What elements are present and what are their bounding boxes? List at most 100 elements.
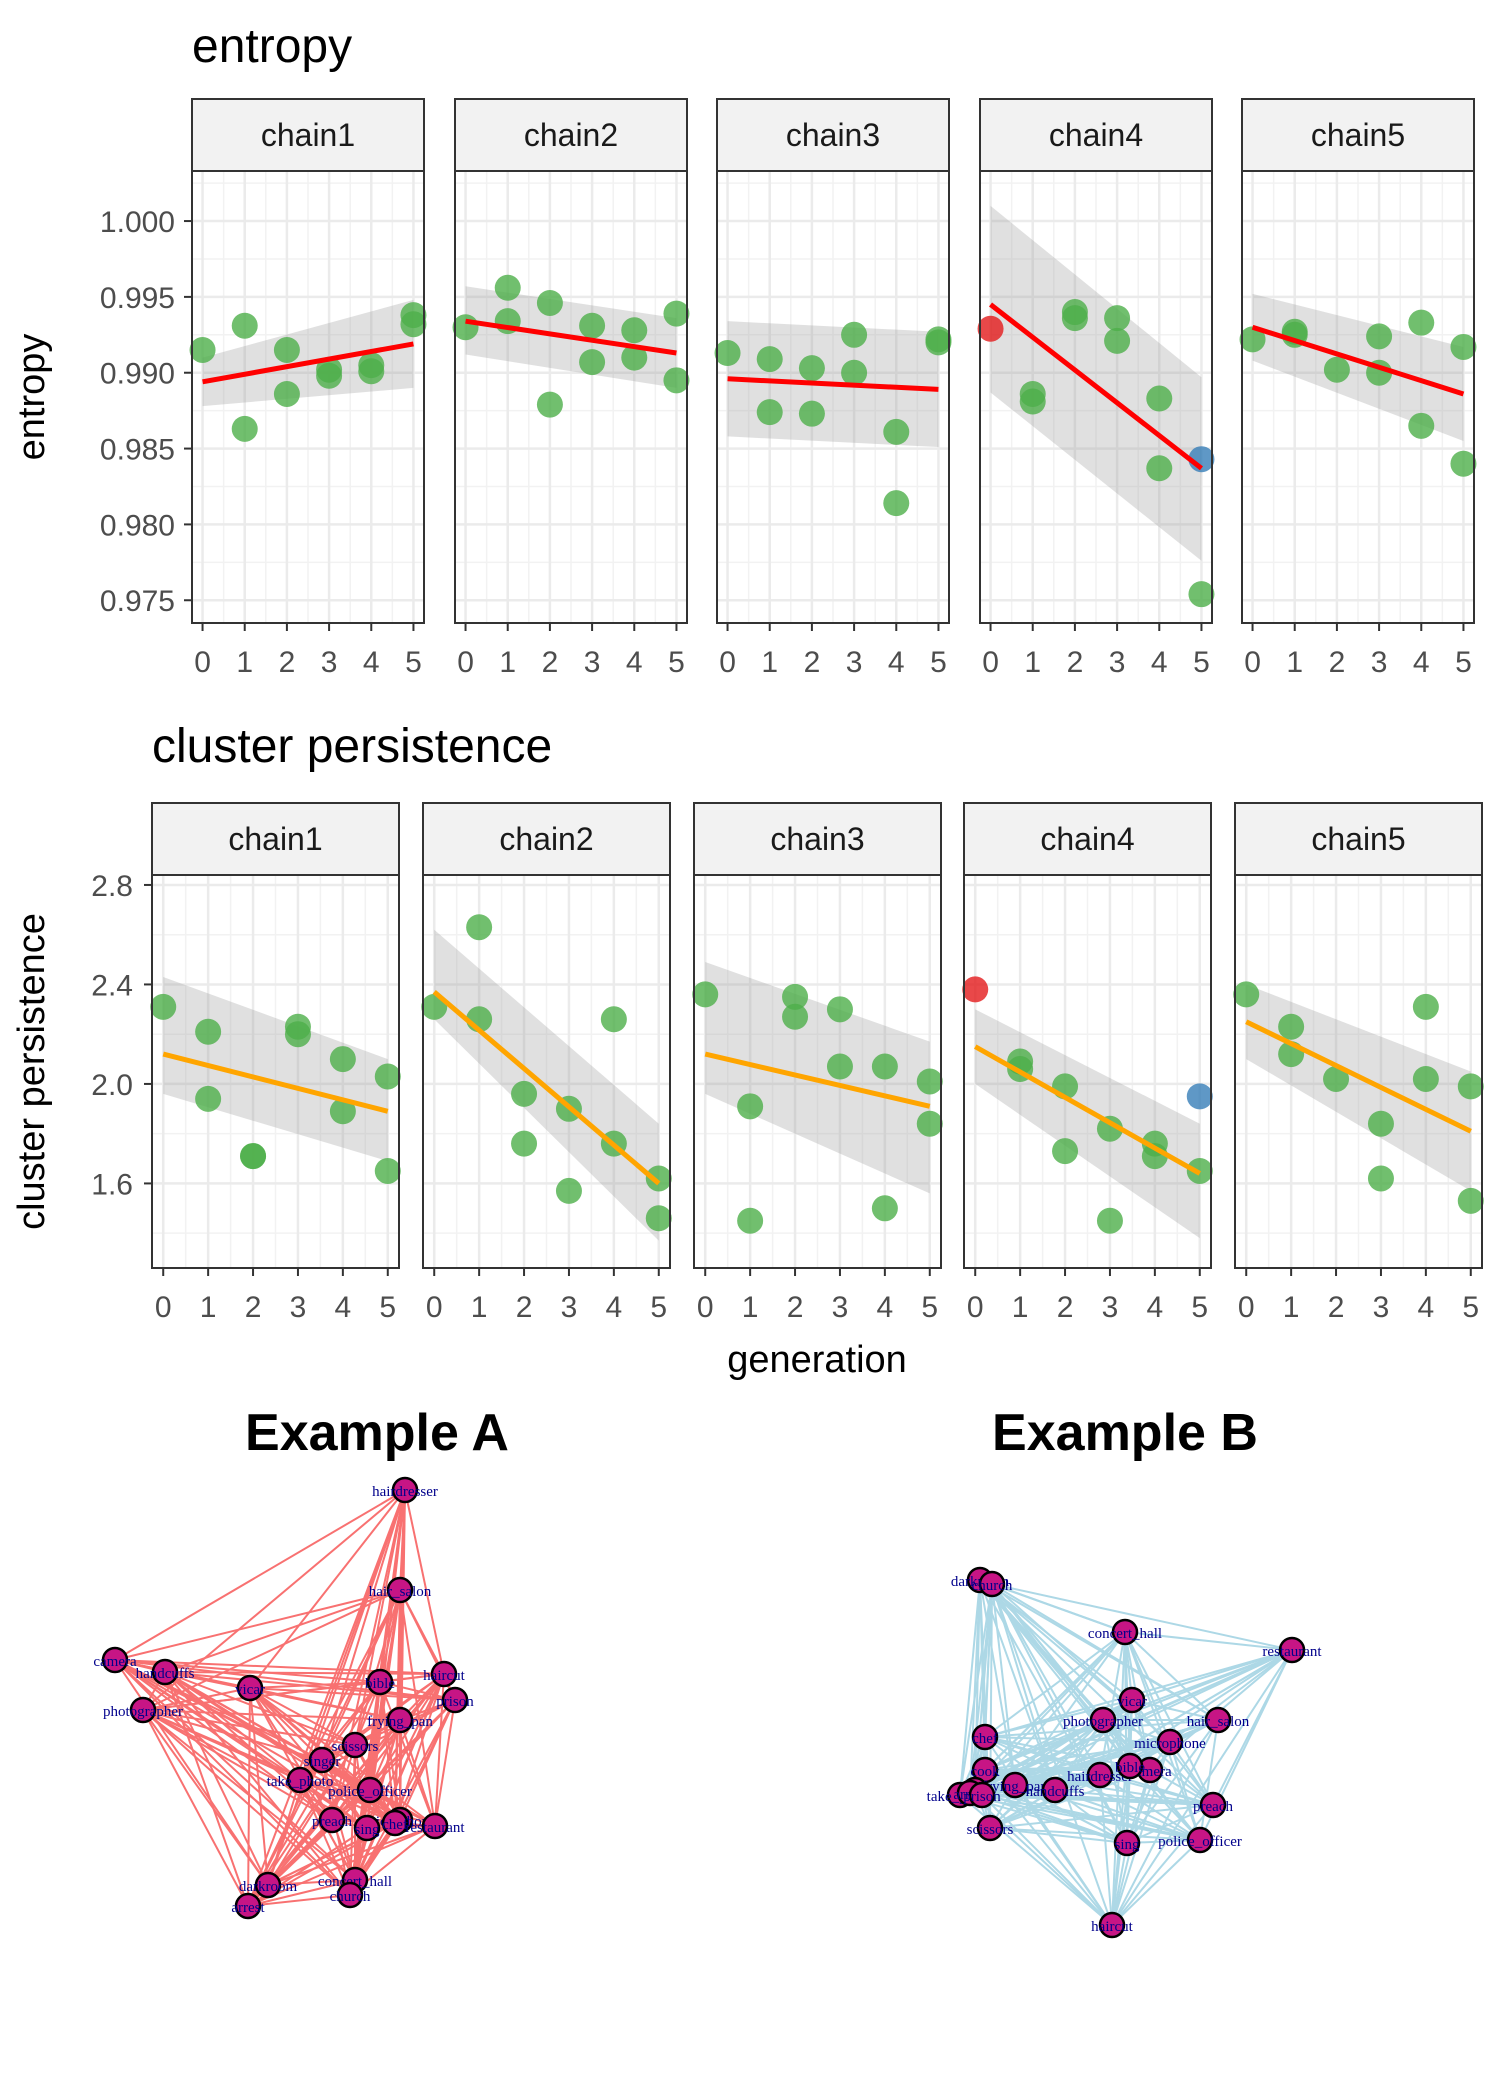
facet-panel-chain3: chain3 0 1 2 3 4 5 bbox=[714, 98, 952, 679]
network-edge bbox=[981, 1794, 1113, 1926]
network-node-label: sing bbox=[354, 1822, 380, 1838]
network-edge bbox=[164, 1671, 356, 1746]
data-point bbox=[231, 312, 258, 339]
network-node-label: darkroom bbox=[239, 1879, 298, 1895]
network-node bbox=[1118, 1686, 1146, 1714]
network-node-label: camera bbox=[93, 1654, 137, 1670]
network-edge bbox=[1131, 1699, 1219, 1721]
data-point bbox=[1366, 323, 1393, 350]
network-node-label: singer bbox=[304, 1754, 341, 1770]
network-edge bbox=[969, 1579, 981, 1794]
y-axis-label: entropy bbox=[11, 334, 53, 461]
data-point bbox=[782, 983, 809, 1010]
network-node bbox=[1098, 1911, 1126, 1939]
network-node-label: handcuffs bbox=[1026, 1784, 1085, 1800]
facet-strip-label: chain5 bbox=[1311, 117, 1405, 153]
data-point bbox=[1323, 1065, 1350, 1092]
x-axis-label: generation bbox=[727, 1339, 907, 1381]
network-edge bbox=[247, 1879, 356, 1907]
network-node bbox=[129, 1696, 157, 1724]
network-node bbox=[421, 1812, 449, 1840]
data-point bbox=[925, 329, 952, 356]
data-point bbox=[645, 1165, 672, 1192]
network-edge bbox=[247, 1825, 436, 1907]
trend-line bbox=[973, 1044, 1202, 1176]
data-point bbox=[240, 1143, 267, 1170]
panel-border bbox=[1234, 874, 1483, 1269]
network-edge bbox=[399, 1719, 436, 1827]
data-point bbox=[1457, 1073, 1484, 1100]
panel-border bbox=[1241, 170, 1475, 624]
data-point bbox=[883, 418, 910, 445]
network-node-label: police_officer bbox=[328, 1784, 412, 1800]
network-edge bbox=[247, 1489, 406, 1907]
data-point bbox=[1412, 993, 1439, 1020]
network-node bbox=[1199, 1791, 1227, 1819]
data-point bbox=[826, 996, 853, 1023]
data-point bbox=[692, 981, 719, 1008]
data-point bbox=[1412, 1065, 1439, 1092]
x-tick-label: 5 bbox=[1191, 1291, 1208, 1324]
data-point bbox=[1104, 305, 1131, 332]
x-tick-label: 0 bbox=[1244, 646, 1261, 679]
trend-line bbox=[1251, 324, 1465, 397]
x-tick-label: 2 bbox=[1328, 1291, 1345, 1324]
network-title: Example B bbox=[992, 1404, 1258, 1462]
data-point bbox=[798, 400, 825, 427]
data-point bbox=[316, 356, 343, 383]
trend-line bbox=[202, 341, 414, 385]
network-node bbox=[1204, 1706, 1232, 1734]
network-node bbox=[341, 1731, 369, 1759]
network-node bbox=[1086, 1761, 1114, 1789]
network-node bbox=[976, 1814, 1004, 1842]
network-node bbox=[286, 1766, 314, 1794]
facet-strip bbox=[979, 98, 1213, 172]
network-edge bbox=[989, 1827, 1128, 1844]
network-edge bbox=[1111, 1839, 1201, 1926]
x-tick-label: 4 bbox=[363, 646, 380, 679]
data-point bbox=[1146, 455, 1173, 482]
network-edge bbox=[984, 1631, 1126, 1738]
network-edge bbox=[299, 1779, 351, 1896]
data-point bbox=[195, 1085, 222, 1112]
x-tick-label: 0 bbox=[1238, 1291, 1255, 1324]
data-point bbox=[579, 312, 606, 339]
x-tick-label: 3 bbox=[290, 1291, 307, 1324]
network-edge bbox=[114, 1489, 406, 1661]
x-tick-label: 1 bbox=[200, 1291, 217, 1324]
network-node bbox=[1113, 1829, 1141, 1857]
data-point bbox=[1019, 388, 1046, 415]
network-edge bbox=[1124, 1631, 1293, 1651]
x-tick-label: 5 bbox=[1193, 646, 1210, 679]
data-point bbox=[663, 367, 690, 394]
network-edge bbox=[1199, 1719, 1219, 1841]
network-node-label: police_officer bbox=[1158, 1834, 1242, 1850]
network-edge bbox=[142, 1709, 351, 1896]
network-node bbox=[971, 1723, 999, 1751]
facet-strip-label: chain2 bbox=[499, 821, 593, 857]
x-tick-label: 3 bbox=[846, 646, 863, 679]
x-tick-label: 5 bbox=[379, 1291, 396, 1324]
x-tick-label: 5 bbox=[921, 1291, 938, 1324]
network-edge bbox=[979, 1579, 1016, 1786]
data-point bbox=[329, 1046, 356, 1073]
network-edge bbox=[164, 1589, 401, 1673]
y-tick-label: 2.4 bbox=[91, 969, 133, 1002]
network-edge bbox=[142, 1709, 401, 1721]
data-point bbox=[374, 1157, 401, 1184]
network-node bbox=[234, 1892, 262, 1920]
network-edge bbox=[349, 1673, 445, 1896]
trend-line bbox=[1245, 1019, 1472, 1134]
y-tick-label: 2.0 bbox=[91, 1069, 133, 1102]
network-edge bbox=[267, 1879, 356, 1886]
facet-panel-chain3: chain3 0 1 2 3 4 5 bbox=[692, 802, 943, 1324]
network-edge bbox=[1124, 1631, 1219, 1721]
facet-strip-label: chain2 bbox=[524, 117, 618, 153]
facet-strip-label: chain4 bbox=[1040, 821, 1134, 857]
x-tick-label: 4 bbox=[877, 1291, 894, 1324]
x-tick-label: 3 bbox=[584, 646, 601, 679]
data-point bbox=[962, 976, 989, 1003]
x-tick-label: 4 bbox=[606, 1291, 623, 1324]
x-tick-label: 0 bbox=[967, 1291, 984, 1324]
network-node bbox=[391, 1476, 419, 1504]
